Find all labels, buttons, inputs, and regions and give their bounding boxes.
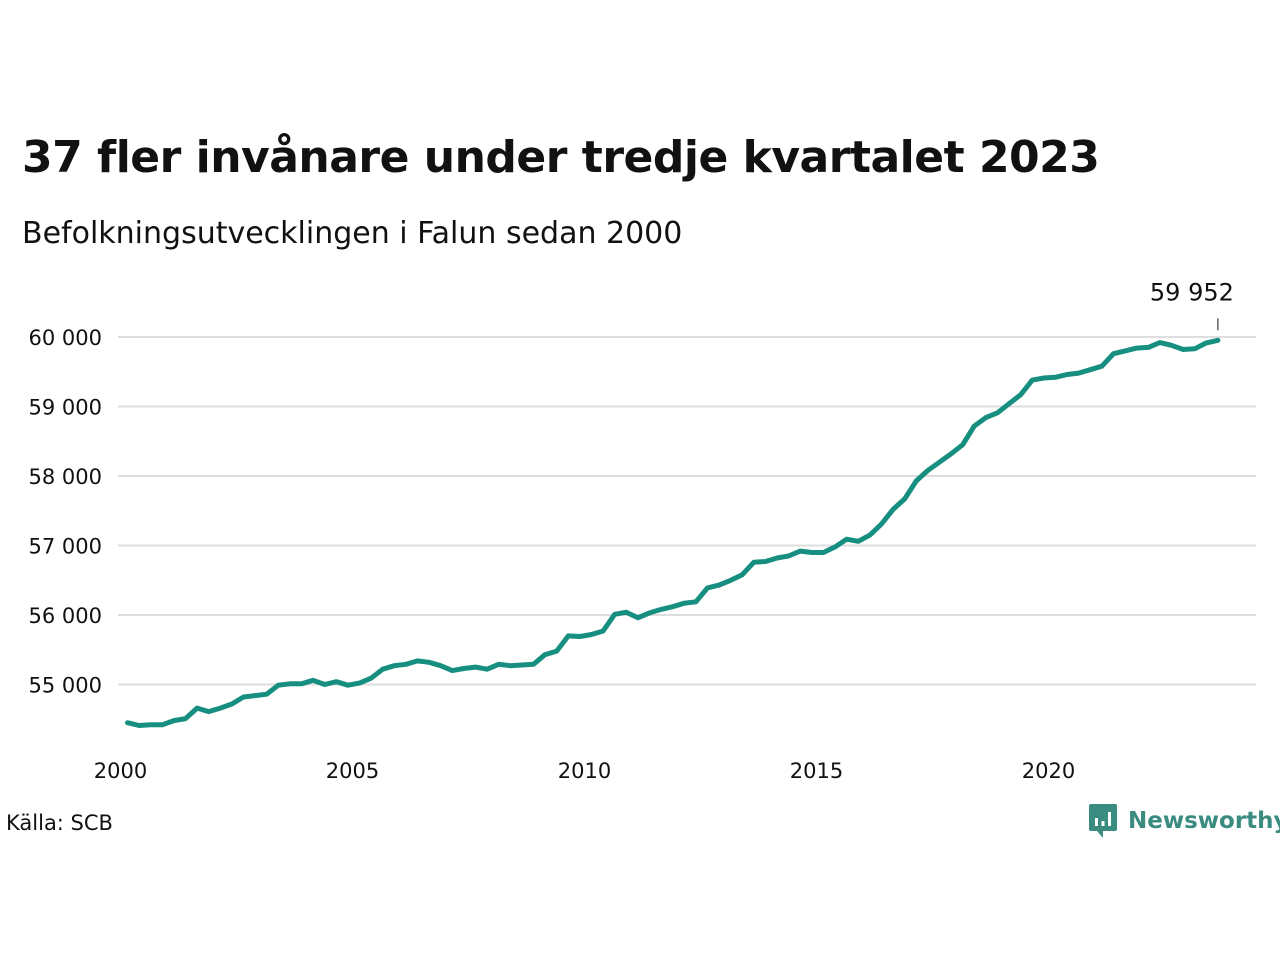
x-tick-label: 2000 bbox=[94, 759, 147, 783]
y-tick-label: 58 000 bbox=[29, 465, 102, 489]
x-axis-ticks: 2000 2005 2010 2015 2020 bbox=[94, 759, 1075, 783]
x-tick-label: 2005 bbox=[326, 759, 379, 783]
y-tick-label: 57 000 bbox=[29, 535, 102, 559]
series-line-population bbox=[125, 337, 1221, 728]
x-tick-label: 2020 bbox=[1022, 759, 1075, 783]
y-tick-label: 59 000 bbox=[29, 396, 102, 420]
y-tick-label: 55 000 bbox=[29, 674, 102, 698]
x-tick-label: 2015 bbox=[790, 759, 843, 783]
x-tick-label: 2010 bbox=[558, 759, 611, 783]
brand-logo: Newsworthy bbox=[1088, 803, 1280, 839]
chart-title: 37 fler invånare under tredje kvartalet … bbox=[22, 132, 1100, 183]
y-tick-label: 60 000 bbox=[29, 326, 102, 350]
y-axis-ticks: 55 000 56 000 57 000 58 000 59 000 60 000 bbox=[29, 326, 102, 698]
y-tick-label: 56 000 bbox=[29, 604, 102, 628]
chart-subtitle: Befolkningsutvecklingen i Falun sedan 20… bbox=[22, 216, 683, 251]
newsworthy-logo-icon bbox=[1089, 804, 1117, 838]
brand-name: Newsworthy bbox=[1128, 808, 1280, 834]
end-value-label: 59 952 bbox=[1150, 278, 1234, 306]
gridlines bbox=[118, 336, 1256, 686]
source-note: Källa: SCB bbox=[6, 811, 113, 835]
